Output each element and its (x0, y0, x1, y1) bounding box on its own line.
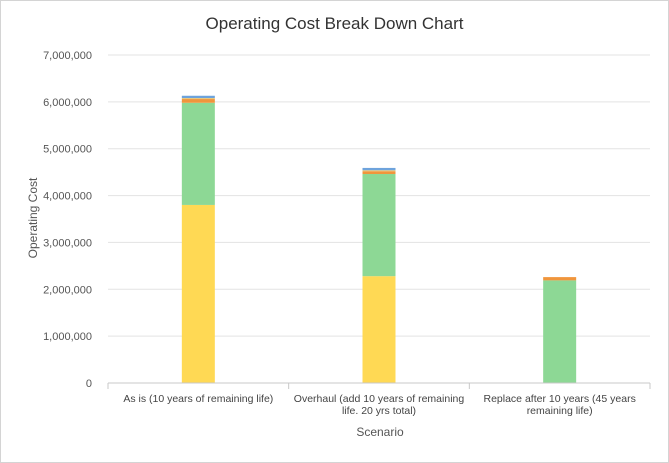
x-tick-label: Replace after 10 years (45 years (484, 393, 636, 405)
x-axis-label: Scenario (356, 425, 404, 439)
bar-segment (362, 276, 396, 383)
bar-segment (181, 95, 215, 99)
y-tick-label: 5,000,000 (43, 144, 92, 156)
axes: As is (10 years of remaining life) Overha… (107, 382, 651, 417)
bar-segment (181, 102, 215, 205)
bar-segment (362, 170, 396, 172)
y-axis-label: Operating Cost (26, 177, 40, 258)
x-tick-label: remaining life) (527, 405, 593, 417)
bar-segment (181, 204, 215, 383)
y-tick-label: 3,000,000 (43, 237, 92, 249)
y-tick-label: 0 (86, 378, 92, 390)
grid-lines: 0 1,000,000 2,000,000 3,000,000 4,000,000 5,0… (43, 50, 650, 390)
x-tick-label: As is (10 years of remaining life) (123, 393, 273, 405)
y-tick-label: 6,000,000 (43, 97, 92, 109)
chart-title: Operating Cost Break Down Chart (205, 14, 464, 33)
bar-segment (543, 277, 577, 281)
bar-stacks (181, 95, 577, 383)
y-tick-label: 1,000,000 (43, 331, 92, 343)
bar-segment (362, 171, 396, 175)
x-tick-label: life. 20 yrs total) (342, 405, 416, 417)
y-tick-label: 2,000,000 (43, 284, 92, 296)
bar-segment (362, 174, 396, 277)
y-tick-label: 4,000,000 (43, 191, 92, 203)
x-tick-label: Overhaul (add 10 years of remaining (294, 393, 465, 405)
bar-segment (181, 99, 215, 103)
bar-segment (543, 280, 577, 383)
y-tick-label: 7,000,000 (43, 50, 92, 62)
bar-segment (181, 98, 215, 100)
bar-segment (362, 167, 396, 171)
